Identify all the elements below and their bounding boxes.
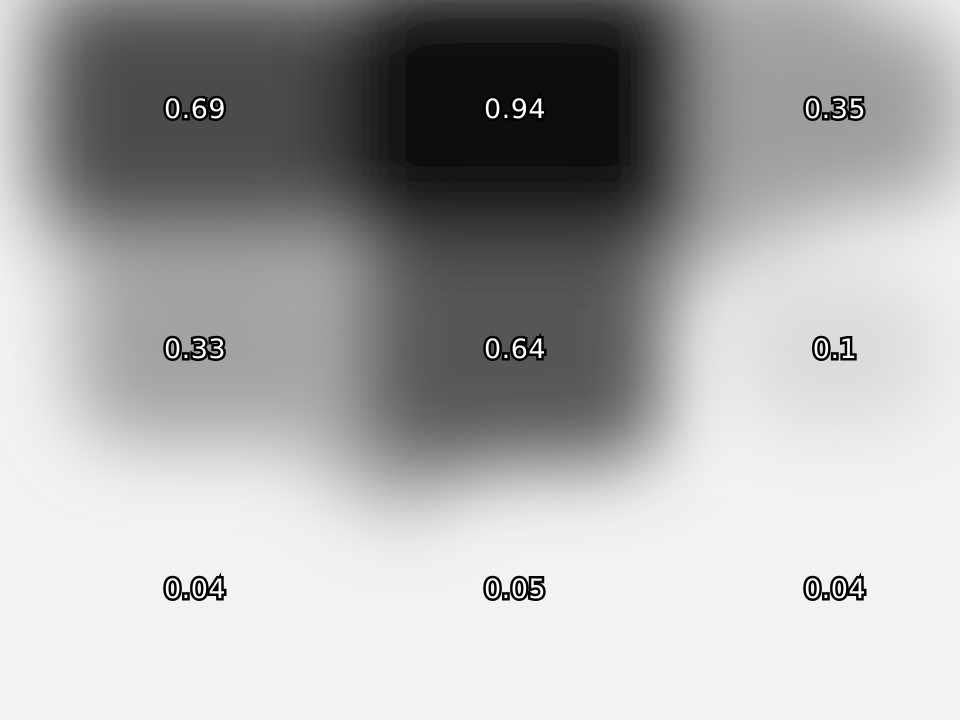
heat-cell-r1-c1 bbox=[41, 0, 349, 227]
cell-value-r2-c3: 0.1 bbox=[810, 332, 859, 367]
heat-cell-r2-c2 bbox=[366, 237, 664, 463]
cell-value-r3-c2: 0.05 bbox=[481, 572, 548, 607]
heat-cell-r1-c2 bbox=[338, 0, 692, 244]
heat-cell-r1-c3 bbox=[712, 17, 958, 203]
cell-value-r1-c1: 0.69 bbox=[161, 92, 228, 127]
cell-value-r2-c1: 0.33 bbox=[161, 332, 228, 367]
cell-value-r3-c3: 0.04 bbox=[801, 572, 868, 607]
cell-value-r1-c3: 0.35 bbox=[801, 92, 868, 127]
cell-value-r1-c2: 0.94 bbox=[481, 92, 548, 127]
cell-value-r2-c2: 0.64 bbox=[481, 332, 548, 367]
heat-cell-r2-c1 bbox=[74, 258, 316, 442]
cell-value-r3-c1: 0.04 bbox=[161, 572, 228, 607]
heat-cell-r2-c3 bbox=[735, 274, 935, 426]
